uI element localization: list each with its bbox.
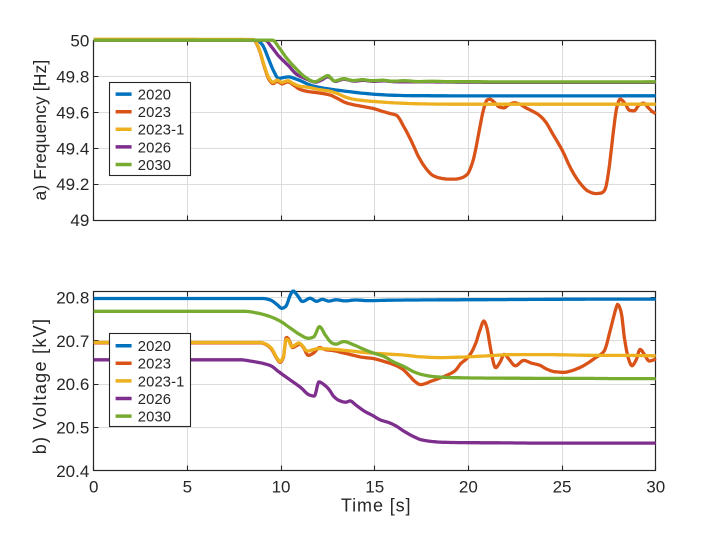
svg-text:49.4: 49.4 xyxy=(56,139,89,158)
svg-text:20.7: 20.7 xyxy=(56,332,89,351)
svg-text:2026: 2026 xyxy=(138,140,171,156)
svg-text:2030: 2030 xyxy=(138,410,171,426)
svg-text:2020: 2020 xyxy=(138,88,171,104)
svg-text:2023: 2023 xyxy=(138,357,171,373)
svg-text:49.2: 49.2 xyxy=(56,175,89,194)
svg-text:20.6: 20.6 xyxy=(56,375,89,394)
svg-text:0: 0 xyxy=(89,478,98,497)
svg-text:2026: 2026 xyxy=(138,392,171,408)
svg-text:50: 50 xyxy=(70,31,89,50)
svg-text:a) Frequency [Hz]: a) Frequency [Hz] xyxy=(30,60,50,201)
svg-text:30: 30 xyxy=(646,478,665,497)
svg-text:20.8: 20.8 xyxy=(56,289,89,308)
svg-text:2030: 2030 xyxy=(138,158,171,174)
svg-text:Time [s]: Time [s] xyxy=(341,496,412,516)
svg-text:49.6: 49.6 xyxy=(56,103,89,122)
svg-text:5: 5 xyxy=(183,478,192,497)
svg-text:2023-1: 2023-1 xyxy=(138,123,185,139)
svg-text:25: 25 xyxy=(553,478,572,497)
svg-text:49: 49 xyxy=(70,211,89,230)
svg-text:20: 20 xyxy=(459,478,478,497)
svg-text:49.8: 49.8 xyxy=(56,67,89,86)
svg-text:2023-1: 2023-1 xyxy=(138,374,185,390)
svg-text:20.4: 20.4 xyxy=(56,462,89,481)
svg-text:b) Voltage [kV]: b) Voltage [kV] xyxy=(30,318,50,455)
svg-text:2023: 2023 xyxy=(138,105,171,121)
svg-text:2020: 2020 xyxy=(138,339,171,355)
svg-text:10: 10 xyxy=(272,478,291,497)
svg-text:15: 15 xyxy=(365,478,384,497)
svg-text:20.5: 20.5 xyxy=(56,419,89,438)
